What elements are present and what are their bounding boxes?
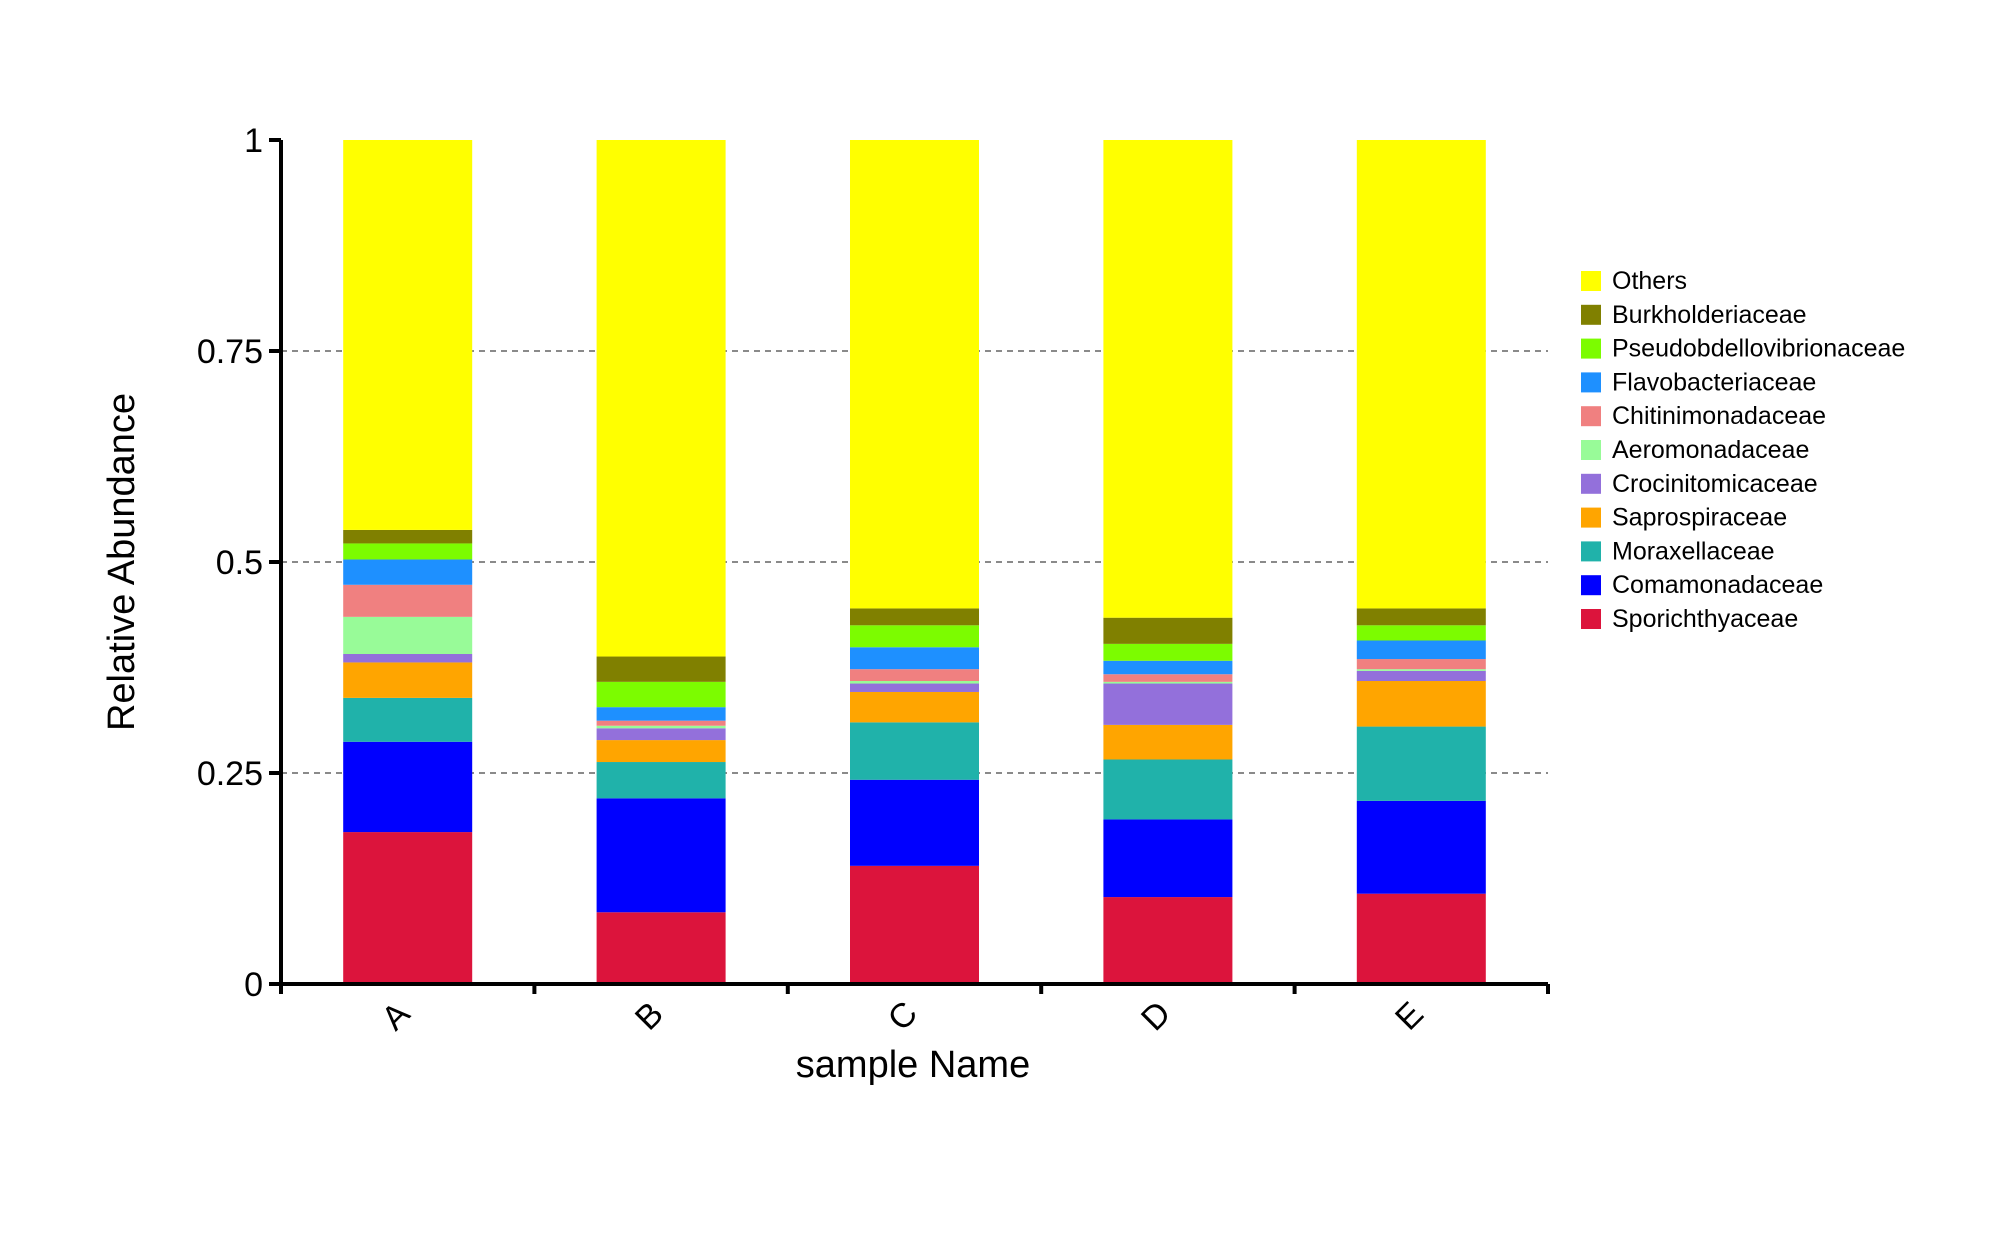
bar-D-flavobacteriaceae [1103, 660, 1233, 675]
y-axis-title: Relative Abundance [101, 393, 143, 731]
bar-B-flavobacteriaceae [596, 707, 726, 721]
legend-swatch-burkholderiaceae [1581, 304, 1601, 325]
bar-A-comamonadaceae [343, 741, 473, 833]
x-tick-label-D: D [1134, 994, 1178, 1038]
bar-E-comamonadaceae [1356, 800, 1486, 894]
bar-B-saprospiraceae [596, 740, 726, 763]
bar-A-burkholderiaceae [343, 529, 473, 544]
legend-label-others: Others [1612, 267, 1687, 295]
bar-B-others [596, 140, 726, 657]
bar-C-aeromonadaceae [850, 681, 979, 684]
y-tick-label-0: 0 [244, 966, 263, 1004]
bars [343, 140, 1486, 984]
x-tick-label-A: A [374, 995, 417, 1038]
bar-E-saprospiraceae [1356, 681, 1486, 727]
legend-swatch-pseudobdellovibrionaceae [1581, 338, 1601, 359]
bar-E-burkholderiaceae [1356, 608, 1486, 626]
bar-E-moraxellaceae [1356, 726, 1486, 801]
legend-swatch-sporichthyaceae [1581, 609, 1601, 629]
legend-label-pseudobdellovibrionaceae: Pseudobdellovibrionaceae [1612, 335, 1905, 363]
legend-swatch-aeromonadaceae [1581, 440, 1601, 460]
legend-swatch-saprospiraceae [1581, 507, 1601, 528]
bar-E-chitinimonadaceae [1356, 659, 1486, 670]
bar-A-pseudobdellovibrionaceae [343, 543, 473, 560]
x-tick-label-E: E [1388, 995, 1431, 1038]
bar-D-burkholderiaceae [1103, 617, 1233, 644]
y-tick-label-3: 0.75 [197, 333, 263, 371]
bar-D-aeromonadaceae [1103, 681, 1233, 684]
bar-C-others [850, 140, 979, 609]
x-tick-label-C: C [881, 994, 925, 1038]
bar-C-crocinitomicaceae [850, 683, 979, 692]
bar-E-flavobacteriaceae [1356, 640, 1486, 660]
bar-A-moraxellaceae [343, 697, 473, 742]
bar-B-comamonadaceae [596, 798, 726, 913]
legend-label-saprospiraceae: Saprospiraceae [1612, 504, 1787, 532]
bar-C-moraxellaceae [850, 722, 979, 780]
y-tick-label-1: 0.25 [197, 755, 263, 793]
bar-C-sporichthyaceae [850, 865, 979, 984]
legend-label-moraxellaceae: Moraxellaceae [1612, 537, 1775, 565]
bar-C-comamonadaceae [850, 779, 979, 866]
legend-label-burkholderiaceae: Burkholderiaceae [1612, 301, 1807, 329]
x-tick-label-B: B [628, 995, 671, 1038]
legend-swatch-moraxellaceae [1581, 541, 1601, 562]
y-tick-label-4: 1 [244, 122, 263, 160]
x-axis-title: sample Name [796, 1044, 1030, 1086]
bar-D-crocinitomicaceae [1103, 683, 1233, 725]
bar-A-sporichthyaceae [343, 832, 473, 984]
bar-D-saprospiraceae [1103, 724, 1233, 760]
bar-B-moraxellaceae [596, 762, 726, 799]
legend-label-sporichthyaceae: Sporichthyaceae [1612, 605, 1798, 633]
legend-swatch-others [1581, 271, 1601, 291]
x-ticks: A B C D E [279, 984, 1550, 1038]
bar-B-crocinitomicaceae [596, 728, 726, 741]
grid-lines [281, 350, 1548, 774]
legend: Others Burkholderiaceae Pseudobdellovibrio… [1581, 267, 1905, 633]
bar-B-sporichthyaceae [596, 912, 726, 984]
bar-B-aeromonadaceae [596, 725, 726, 729]
bar-A-aeromonadaceae [343, 616, 473, 654]
bar-E-others [1356, 140, 1486, 609]
bar-C-burkholderiaceae [850, 608, 979, 626]
bar-A-flavobacteriaceae [343, 559, 473, 585]
legend-swatch-flavobacteriaceae [1581, 372, 1601, 393]
bar-E-sporichthyaceae [1356, 893, 1486, 984]
bar-B-chitinimonadaceae [596, 720, 726, 726]
bar-A-crocinitomicaceae [343, 653, 473, 663]
bar-D-chitinimonadaceae [1103, 674, 1233, 682]
y-ticks: 0 0.25 0.5 0.75 1 [197, 122, 281, 1004]
legend-swatch-crocinitomicaceae [1581, 473, 1601, 494]
bar-A-chitinimonadaceae [343, 584, 473, 617]
bar-E-pseudobdellovibrionaceae [1356, 625, 1486, 641]
y-tick-label-2: 0.5 [216, 544, 263, 582]
bar-E-crocinitomicaceae [1356, 670, 1486, 682]
bar-C-chitinimonadaceae [850, 669, 979, 682]
legend-swatch-comamonadaceae [1581, 575, 1601, 596]
bar-A-saprospiraceae [343, 662, 473, 698]
legend-label-flavobacteriaceae: Flavobacteriaceae [1612, 368, 1816, 396]
bar-D-moraxellaceae [1103, 759, 1233, 820]
legend-label-comamonadaceae: Comamonadaceae [1612, 571, 1823, 599]
bar-A-others [343, 140, 473, 530]
bar-D-others [1103, 140, 1233, 618]
bar-C-saprospiraceae [850, 691, 979, 723]
bar-E-aeromonadaceae [1356, 669, 1486, 671]
bar-B-pseudobdellovibrionaceae [596, 681, 726, 708]
bar-D-sporichthyaceae [1103, 897, 1233, 984]
legend-swatch-chitinimonadaceae [1581, 406, 1601, 427]
bar-D-comamonadaceae [1103, 819, 1233, 898]
bar-C-flavobacteriaceae [850, 647, 979, 670]
bar-C-pseudobdellovibrionaceae [850, 625, 979, 648]
legend-label-chitinimonadaceae: Chitinimonadaceae [1612, 402, 1826, 430]
bar-D-pseudobdellovibrionaceae [1103, 643, 1233, 661]
bar-B-burkholderiaceae [596, 656, 726, 682]
legend-label-aeromonadaceae: Aeromonadaceae [1612, 436, 1809, 464]
legend-label-crocinitomicaceae: Crocinitomicaceae [1612, 470, 1818, 498]
